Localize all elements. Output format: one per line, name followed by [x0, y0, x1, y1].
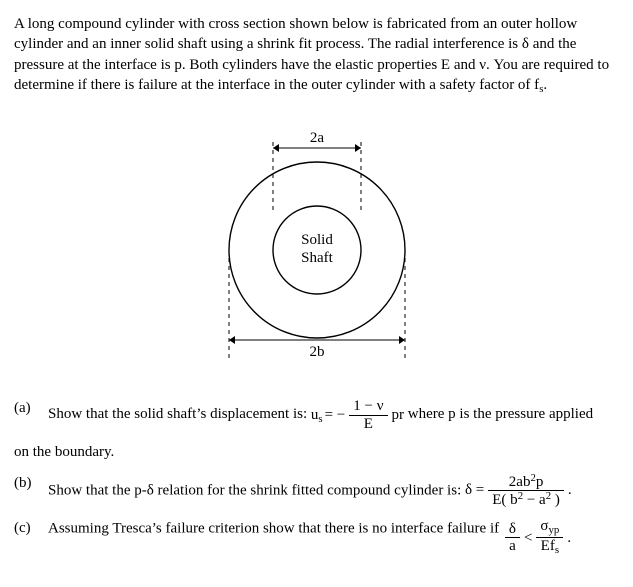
part-c-period: .: [567, 528, 571, 548]
us-sub: s: [318, 413, 322, 425]
intro-text: A long compound cylinder with cross sect…: [14, 16, 609, 93]
part-c-body: Assuming Tresca’s failure criterion show…: [48, 518, 619, 557]
part-a: (a) Show that the solid shaft’s displace…: [14, 398, 619, 432]
part-c-label: (c): [14, 518, 40, 557]
frac-a-den: E: [349, 416, 387, 433]
part-b-before: Show that the p-δ relation for the shrin…: [48, 482, 465, 498]
frac-c-rhs: σyp Efs: [536, 518, 563, 557]
part-b: (b) Show that the p-δ relation for the s…: [14, 473, 619, 509]
delta-eq: δ =: [465, 480, 484, 500]
part-a-formula: us = − 1 − ν E pr: [311, 398, 404, 432]
part-b-period: .: [568, 480, 572, 500]
svg-text:Solid: Solid: [301, 232, 333, 248]
frac-c-lhs-den: a: [505, 538, 520, 555]
part-b-body: Show that the p-δ relation for the shrin…: [48, 473, 619, 509]
part-a-after-inline: where p is the pressure applied: [408, 407, 593, 423]
cross-section-svg: 2a 2b Solid Shaft: [177, 120, 457, 370]
part-a-continue: on the boundary.: [14, 442, 619, 462]
part-a-body: Show that the solid shaft’s displacement…: [48, 398, 619, 432]
svg-text:Shaft: Shaft: [301, 250, 333, 266]
frac-a: 1 − ν E: [349, 398, 387, 432]
figure: 2a 2b Solid Shaft: [14, 120, 619, 370]
part-b-label: (b): [14, 473, 40, 509]
frac-c-lhs: δ a: [505, 521, 520, 555]
svg-text:2b: 2b: [309, 344, 324, 360]
lt-sign: <: [524, 528, 532, 548]
frac-b: 2ab2p E( b2 − a2 ): [488, 473, 564, 509]
part-c-before: Assuming Tresca’s failure criterion show…: [48, 521, 503, 537]
part-b-formula: δ = 2ab2p E( b2 − a2 ) .: [465, 473, 572, 509]
frac-c-lhs-num: δ: [505, 521, 520, 539]
frac-a-num: 1 − ν: [349, 398, 387, 416]
intro-end: .: [543, 77, 547, 93]
frac-c-rhs-num: σyp: [536, 518, 563, 538]
part-a-label: (a): [14, 398, 40, 432]
frac-c-rhs-den: Efs: [536, 538, 563, 557]
frac-b-num: 2ab2p: [488, 473, 564, 491]
part-c-formula: δ a < σyp Efs .: [503, 518, 571, 557]
part-a-before: Show that the solid shaft’s displacement…: [48, 407, 311, 423]
frac-b-den: E( b2 − a2 ): [488, 491, 564, 508]
after-frac-a: pr: [392, 405, 405, 425]
us-eq: = −: [325, 405, 346, 425]
problem-statement: A long compound cylinder with cross sect…: [14, 14, 619, 96]
svg-text:2a: 2a: [309, 130, 324, 146]
part-c: (c) Assuming Tresca’s failure criterion …: [14, 518, 619, 557]
